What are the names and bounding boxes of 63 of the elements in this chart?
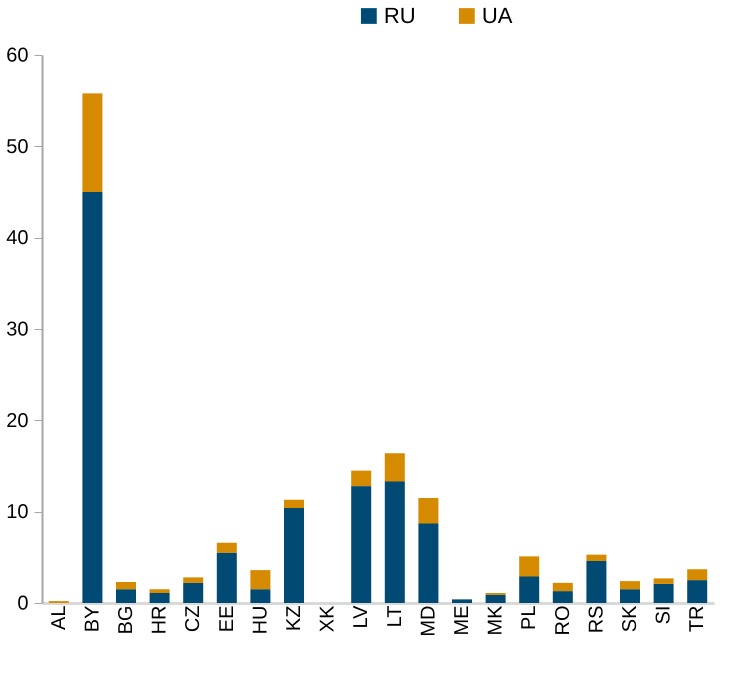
x-tick-label: BY	[81, 606, 104, 632]
bar	[116, 589, 136, 603]
bar	[586, 554, 606, 561]
bar	[519, 576, 540, 603]
x-tick-label: ME	[451, 606, 473, 636]
bar	[486, 594, 506, 603]
x-tick-label: CZ	[182, 606, 204, 632]
bar	[150, 589, 170, 593]
bar	[82, 192, 102, 603]
bar	[351, 486, 372, 603]
x-tick-label: TR	[686, 606, 708, 632]
bar	[552, 582, 573, 592]
y-tick-label: 60	[6, 44, 28, 66]
bar	[384, 482, 405, 603]
bar	[654, 578, 674, 584]
x-tick-label: HR	[148, 606, 171, 634]
x-tick-label: HU	[249, 606, 272, 634]
y-tick-label: 0	[17, 592, 28, 614]
bar	[216, 542, 237, 553]
x-tick-label: KZ	[283, 606, 305, 632]
x-tick-label: MD	[417, 606, 440, 637]
bar	[250, 570, 270, 590]
y-tick-label: 20	[6, 410, 28, 432]
x-tick-label: LV	[350, 604, 372, 628]
x-tick-label: PL	[518, 606, 540, 630]
bar	[116, 582, 136, 590]
bar	[687, 569, 708, 580]
bar	[552, 591, 573, 603]
y-tick-label: 50	[6, 136, 28, 158]
bar	[351, 470, 372, 486]
x-tick-label: BG	[115, 606, 137, 634]
x-tick-label: MK	[484, 604, 507, 636]
bar	[183, 577, 204, 583]
x-tick-label: LT	[384, 606, 406, 628]
bar	[519, 556, 540, 577]
x-tick-label: SI	[652, 606, 675, 624]
y-tick-label: 10	[6, 501, 28, 524]
bar	[284, 500, 304, 508]
x-tick-label: AL	[48, 606, 70, 630]
bar	[620, 589, 640, 603]
x-tick-label: SK	[619, 604, 641, 632]
y-tick-label: 40	[6, 227, 28, 250]
bar	[654, 584, 674, 603]
x-tick-label: RS	[585, 606, 608, 634]
bar	[183, 582, 204, 603]
bar	[418, 498, 438, 524]
legend-label: RU	[384, 3, 416, 28]
legend-label: UA	[482, 3, 513, 28]
bar	[216, 552, 237, 603]
x-tick-label: RO	[552, 606, 574, 636]
bar	[452, 599, 472, 603]
bar	[284, 508, 304, 603]
bar	[250, 589, 270, 603]
bar	[82, 93, 102, 192]
bar	[620, 581, 640, 590]
bar	[384, 453, 405, 482]
x-tick-label: XK	[316, 604, 339, 632]
bar	[150, 592, 170, 603]
bar	[687, 580, 708, 603]
bar	[418, 524, 438, 603]
bar	[586, 560, 606, 603]
y-tick-label: 30	[6, 318, 28, 340]
x-tick-label: EE	[216, 606, 238, 632]
